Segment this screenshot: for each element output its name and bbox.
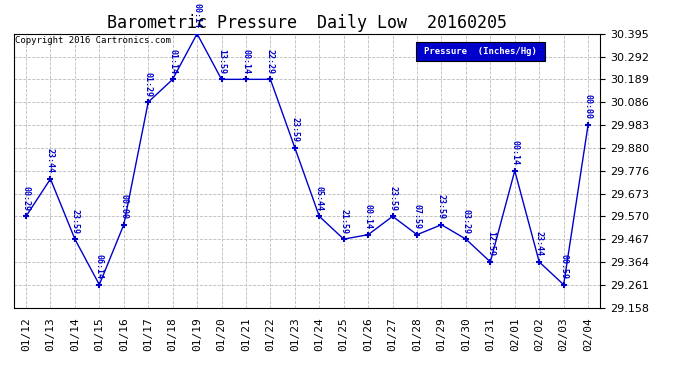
Title: Barometric Pressure  Daily Low  20160205: Barometric Pressure Daily Low 20160205 <box>107 14 507 32</box>
Text: 23:59: 23:59 <box>388 186 397 211</box>
Text: 00:14: 00:14 <box>193 3 201 28</box>
Text: 13:59: 13:59 <box>217 49 226 74</box>
Text: 01:29: 01:29 <box>144 72 152 97</box>
Text: 00:14: 00:14 <box>511 140 520 165</box>
Text: 07:59: 07:59 <box>413 204 422 229</box>
Text: 23:59: 23:59 <box>290 117 299 142</box>
Text: 21:59: 21:59 <box>339 209 348 234</box>
Text: 06:14: 06:14 <box>95 254 103 279</box>
Text: 12:59: 12:59 <box>486 231 495 256</box>
Text: 23:44: 23:44 <box>46 148 55 173</box>
Text: 23:59: 23:59 <box>437 194 446 219</box>
Text: 00:14: 00:14 <box>364 204 373 229</box>
Text: 03:29: 03:29 <box>462 209 471 234</box>
Text: 01:14: 01:14 <box>168 49 177 74</box>
Text: 00:14: 00:14 <box>241 49 250 74</box>
Text: 00:29: 00:29 <box>21 186 30 211</box>
Text: 23:44: 23:44 <box>535 231 544 256</box>
Text: Copyright 2016 Cartronics.com: Copyright 2016 Cartronics.com <box>15 36 171 45</box>
Text: 23:59: 23:59 <box>70 209 79 234</box>
Bar <box>415 42 544 61</box>
Text: 22:29: 22:29 <box>266 49 275 74</box>
Text: 00:00: 00:00 <box>584 94 593 119</box>
Text: 05:44: 05:44 <box>315 186 324 211</box>
Text: 00:00: 00:00 <box>119 194 128 219</box>
Text: Pressure  (Inches/Hg): Pressure (Inches/Hg) <box>424 47 537 56</box>
Text: 00:59: 00:59 <box>559 254 568 279</box>
